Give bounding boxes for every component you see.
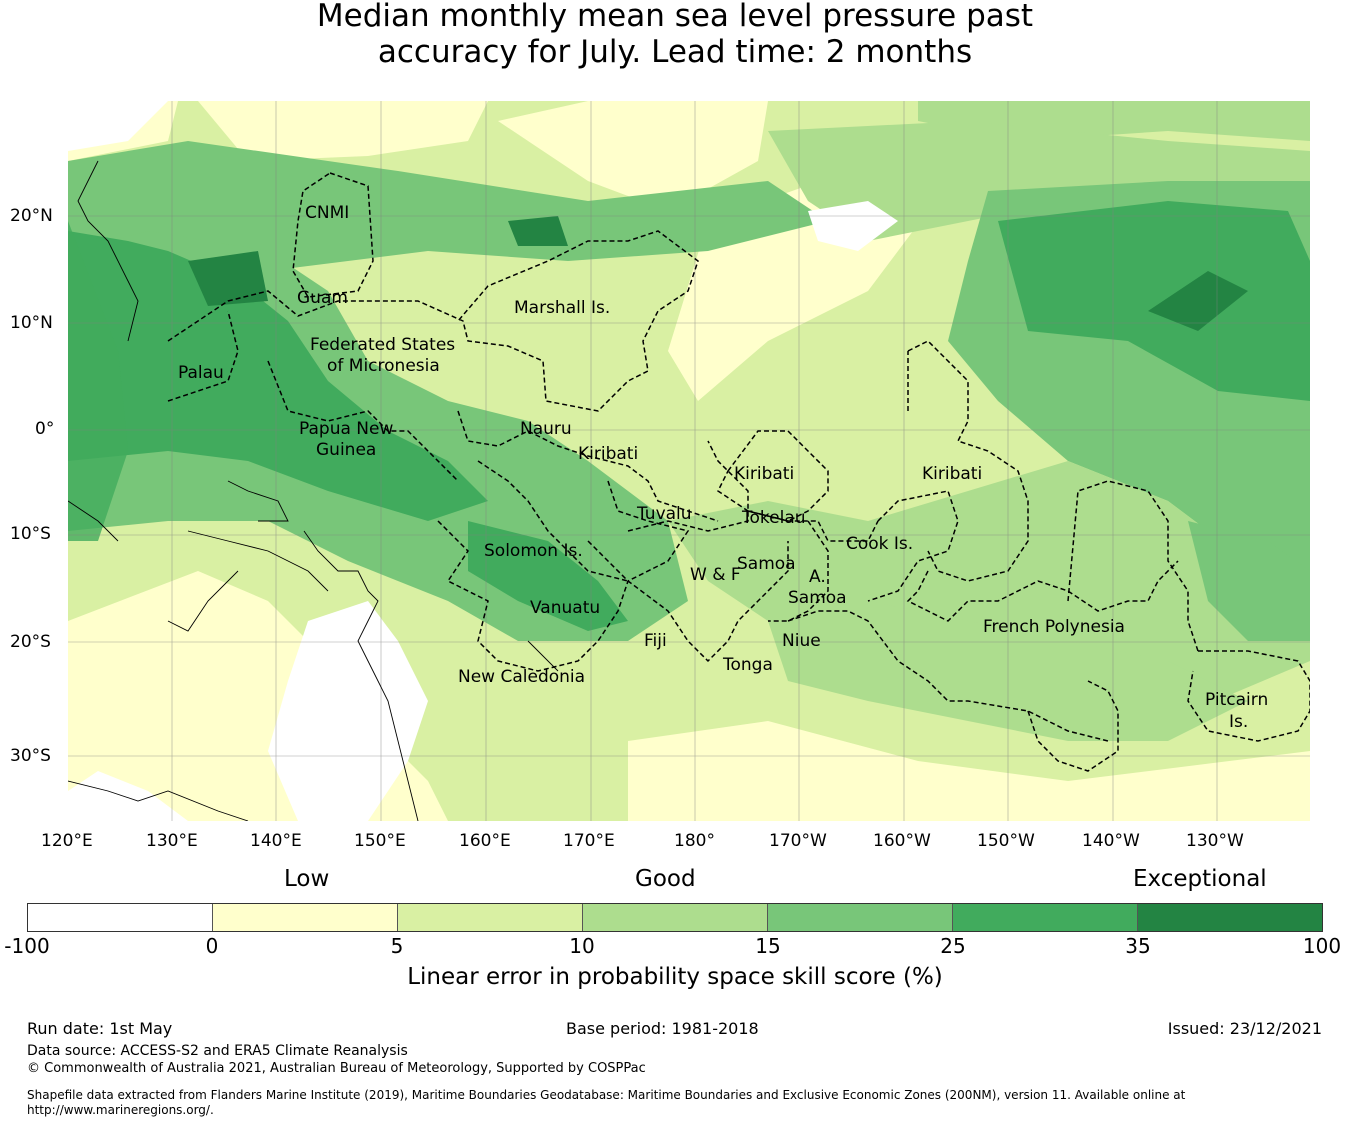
region-label-tonga: Tonga xyxy=(723,655,773,675)
lon-tick-180: 180° xyxy=(674,831,715,851)
lat-tick-20n: 20°N xyxy=(10,206,53,226)
colorbar-bin-0-5 xyxy=(213,904,398,931)
colorbar-tick-100: 100 xyxy=(1302,934,1342,958)
colorbar-bin-neg100-0 xyxy=(28,904,213,931)
colorbar-tick-15: 15 xyxy=(755,934,781,958)
copyright: © Commonwealth of Australia 2021, Austra… xyxy=(27,1061,646,1076)
region-label-samoa: Samoa xyxy=(737,554,796,574)
region-label-niue: Niue xyxy=(782,631,821,651)
region-label-cook: Cook Is. xyxy=(846,534,914,554)
region-label-french-polynesia: French Polynesia xyxy=(983,617,1125,637)
skill-score-map: CNMI Guam Marshall Is. Federated States … xyxy=(68,101,1310,821)
lat-tick-30s: 30°S xyxy=(10,746,51,766)
colorbar-category-low: Low xyxy=(284,866,330,892)
eez-boundaries xyxy=(167,172,1310,772)
lon-tick-130w: 130°W xyxy=(1186,831,1244,851)
region-label-kiribati-central: Kiribati xyxy=(734,464,795,484)
colorbar-category-good: Good xyxy=(635,866,696,892)
region-label-fiji: Fiji xyxy=(644,631,667,651)
data-source: Data source: ACCESS-S2 and ERA5 Climate … xyxy=(27,1043,408,1059)
lon-tick-150w: 150°W xyxy=(977,831,1035,851)
colorbar-bin-25-35 xyxy=(953,904,1138,931)
region-label-tuvalu: Tuvalu xyxy=(637,504,692,524)
base-period: Base period: 1981-2018 xyxy=(566,1019,759,1038)
colorbar-bin-15-25 xyxy=(768,904,953,931)
region-label-pitcairn-line2: Is. xyxy=(1229,712,1249,732)
lat-tick-10n: 10°N xyxy=(10,313,53,333)
region-label-nauru: Nauru xyxy=(520,419,572,439)
region-label-kiribati-west: Kiribati xyxy=(578,444,639,464)
region-label-vanuatu: Vanuatu xyxy=(530,598,601,618)
coastlines xyxy=(68,160,559,821)
lat-tick-0: 0° xyxy=(35,419,55,439)
colorbar-tick-35: 35 xyxy=(1125,934,1151,958)
shapefile-credit-line2: http://www.marineregions.org/. xyxy=(27,1103,214,1117)
lon-tick-120e: 120°E xyxy=(41,831,93,851)
lon-tick-170e: 170°E xyxy=(563,831,615,851)
colorbar-category-exceptional: Exceptional xyxy=(1133,866,1267,892)
region-label-cnmi: CNMI xyxy=(305,203,350,223)
region-label-png-line1: Papua New xyxy=(299,419,394,439)
region-label-american-samoa-line1: A. xyxy=(809,567,826,587)
region-label-png-line2: Guinea xyxy=(316,440,377,460)
region-label-marshall: Marshall Is. xyxy=(514,298,611,318)
run-date: Run date: 1st May xyxy=(27,1019,173,1038)
colorbar-bin-35-100 xyxy=(1138,904,1322,931)
region-label-pitcairn-line1: Pitcairn xyxy=(1205,690,1269,710)
colorbar-bin-5-10 xyxy=(398,904,583,931)
colorbar-tick-10: 10 xyxy=(569,934,595,958)
colorbar-tick-0: 0 xyxy=(205,934,219,958)
region-label-kiribati-east: Kiribati xyxy=(922,464,983,484)
lon-tick-160e: 160°E xyxy=(459,831,511,851)
region-label-fsm-line2: of Micronesia xyxy=(327,356,440,376)
region-label-new-caledonia: New Caledonia xyxy=(458,667,586,687)
region-label-guam: Guam xyxy=(297,288,348,308)
chart-title-line1: Median monthly mean sea level pressure p… xyxy=(316,0,1034,34)
region-label-wallis-futuna: W & F xyxy=(690,565,741,585)
region-label-american-samoa-line2: Samoa xyxy=(788,588,847,608)
colorbar-tick-neg100: -100 xyxy=(4,934,50,958)
graticule xyxy=(68,101,1310,821)
colorbar xyxy=(27,903,1323,932)
issued-date: Issued: 23/12/2021 xyxy=(1167,1019,1322,1038)
map-canvas xyxy=(68,101,1310,821)
region-label-tokelau: Tokelau xyxy=(742,508,806,528)
colorbar-tick-5: 5 xyxy=(390,934,404,958)
region-label-fsm-line1: Federated States xyxy=(310,335,456,355)
shapefile-credit-line1: Shapefile data extracted from Flanders M… xyxy=(27,1088,1186,1102)
lon-tick-160w: 160°W xyxy=(873,831,931,851)
chart-title-line2: accuracy for July. Lead time: 2 months xyxy=(377,34,973,70)
lat-tick-20s: 20°S xyxy=(10,632,51,652)
colorbar-label: Linear error in probability space skill … xyxy=(407,964,943,990)
lon-tick-130e: 130°E xyxy=(146,831,198,851)
lon-tick-140w: 140°W xyxy=(1082,831,1140,851)
colorbar-bin-10-15 xyxy=(583,904,768,931)
region-label-palau: Palau xyxy=(178,363,224,383)
lat-tick-10s: 10°S xyxy=(10,524,51,544)
colorbar-tick-25: 25 xyxy=(940,934,966,958)
lon-tick-150e: 150°E xyxy=(354,831,406,851)
lon-tick-140e: 140°E xyxy=(250,831,302,851)
region-label-solomon: Solomon Is. xyxy=(484,541,583,561)
lon-tick-170w: 170°W xyxy=(769,831,827,851)
